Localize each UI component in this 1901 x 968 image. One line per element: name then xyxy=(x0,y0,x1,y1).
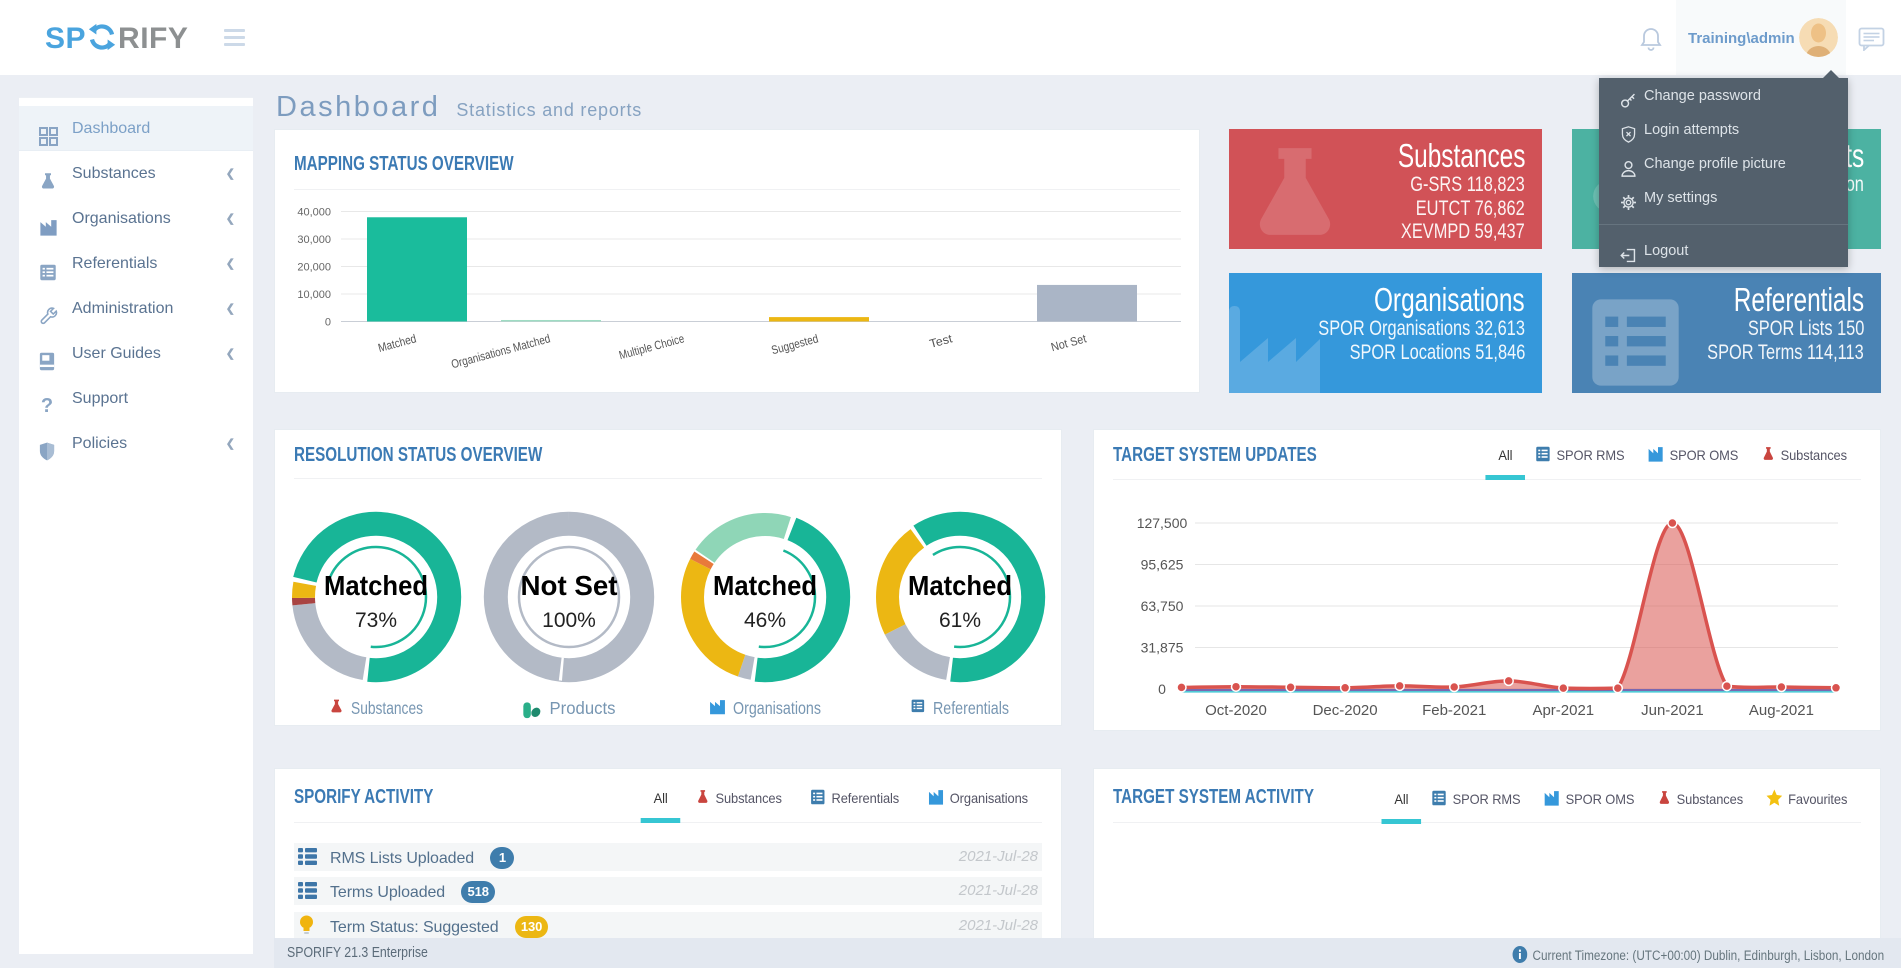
svg-text:Feb-2021: Feb-2021 xyxy=(1422,702,1486,719)
svg-text:?: ? xyxy=(41,395,53,416)
svg-text:Organisations: Organisations xyxy=(733,698,821,718)
svg-text:Not Set: Not Set xyxy=(521,570,618,601)
svg-text:73%: 73% xyxy=(355,609,397,632)
svg-text:Suggested: Suggested xyxy=(770,331,820,357)
svg-text:Test: Test xyxy=(928,331,955,351)
svg-text:40,000: 40,000 xyxy=(297,207,331,219)
svg-text:20,000: 20,000 xyxy=(297,262,331,274)
svg-text:Aug-2021: Aug-2021 xyxy=(1749,702,1814,719)
svg-text:Apr-2021: Apr-2021 xyxy=(1532,702,1594,719)
svg-text:61%: 61% xyxy=(939,609,981,632)
svg-text:0: 0 xyxy=(325,317,331,329)
svg-text:Matched: Matched xyxy=(376,331,417,355)
svg-text:Not Set: Not Set xyxy=(1049,331,1088,354)
svg-text:46%: 46% xyxy=(744,609,786,632)
svg-text:Products: Products xyxy=(550,698,616,718)
svg-text:Matched: Matched xyxy=(713,570,817,601)
svg-text:100%: 100% xyxy=(542,609,596,632)
svg-text:Organisations Matched: Organisations Matched xyxy=(450,331,552,371)
svg-text:Substances: Substances xyxy=(351,698,423,718)
svg-text:Dec-2020: Dec-2020 xyxy=(1313,702,1378,719)
svg-text:Multiple Choice: Multiple Choice xyxy=(617,331,686,362)
svg-text:Matched: Matched xyxy=(908,570,1012,601)
svg-text:63,750: 63,750 xyxy=(1141,598,1184,614)
svg-text:31,875: 31,875 xyxy=(1141,640,1184,656)
svg-text:Jun-2021: Jun-2021 xyxy=(1641,702,1704,719)
svg-text:30,000: 30,000 xyxy=(297,234,331,246)
svg-text:Referentials: Referentials xyxy=(933,698,1009,718)
svg-text:Oct-2020: Oct-2020 xyxy=(1205,702,1267,719)
svg-text:127,500: 127,500 xyxy=(1137,515,1188,531)
svg-text:Matched: Matched xyxy=(324,570,428,601)
svg-text:10,000: 10,000 xyxy=(297,289,331,301)
svg-text:0: 0 xyxy=(1158,681,1166,697)
svg-text:95,625: 95,625 xyxy=(1141,557,1184,573)
